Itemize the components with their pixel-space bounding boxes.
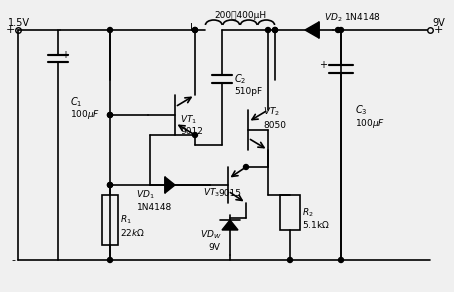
Text: 9012: 9012 xyxy=(180,128,203,136)
Circle shape xyxy=(287,258,292,263)
Text: $R_1$: $R_1$ xyxy=(120,214,132,226)
Text: 510pF: 510pF xyxy=(234,86,262,95)
Circle shape xyxy=(336,27,340,32)
Polygon shape xyxy=(305,22,319,38)
Circle shape xyxy=(339,258,344,263)
Text: 8050: 8050 xyxy=(263,121,286,129)
Text: 9V: 9V xyxy=(208,242,220,251)
Text: $100\mu F$: $100\mu F$ xyxy=(70,108,100,121)
Text: $R_2$: $R_2$ xyxy=(302,206,314,219)
Text: $C_1$: $C_1$ xyxy=(70,95,83,110)
Text: $22k\Omega$: $22k\Omega$ xyxy=(120,227,145,237)
Circle shape xyxy=(266,27,271,32)
Circle shape xyxy=(243,164,248,169)
Circle shape xyxy=(108,112,113,117)
Text: $VT_1$: $VT_1$ xyxy=(180,114,197,126)
Text: +: + xyxy=(5,25,15,35)
Text: $VT_3$: $VT_3$ xyxy=(203,187,220,199)
Text: $C_2$: $C_2$ xyxy=(234,72,247,86)
Polygon shape xyxy=(165,177,175,193)
Circle shape xyxy=(108,258,113,263)
Text: 5.1k$\Omega$: 5.1k$\Omega$ xyxy=(302,219,330,230)
Bar xyxy=(280,195,300,230)
Text: -: - xyxy=(11,255,15,265)
Bar xyxy=(102,195,118,245)
Circle shape xyxy=(272,27,277,32)
Text: $C_3$: $C_3$ xyxy=(355,103,368,117)
Text: 9015: 9015 xyxy=(218,189,241,197)
Text: 9V: 9V xyxy=(432,18,445,28)
Circle shape xyxy=(192,27,197,32)
Text: $VT_2$: $VT_2$ xyxy=(263,106,280,118)
Text: +: + xyxy=(319,60,327,70)
Circle shape xyxy=(192,133,197,138)
Circle shape xyxy=(192,27,197,32)
Text: 1N4148: 1N4148 xyxy=(138,202,173,211)
Circle shape xyxy=(108,182,113,187)
Text: $VD_1$: $VD_1$ xyxy=(136,189,154,201)
Text: +: + xyxy=(61,50,69,60)
Text: $VD_W$: $VD_W$ xyxy=(200,229,222,241)
Text: +: + xyxy=(434,25,444,35)
Text: 1.5V: 1.5V xyxy=(8,18,30,28)
Text: L: L xyxy=(190,23,196,33)
Circle shape xyxy=(108,112,113,117)
Polygon shape xyxy=(222,220,238,230)
Circle shape xyxy=(339,27,344,32)
Text: $VD_2$ 1N4148: $VD_2$ 1N4148 xyxy=(324,12,381,24)
Circle shape xyxy=(272,27,277,32)
Text: 200～400μH: 200～400μH xyxy=(214,11,266,20)
Circle shape xyxy=(108,27,113,32)
Text: $100\mu F$: $100\mu F$ xyxy=(355,117,385,131)
Circle shape xyxy=(108,182,113,187)
